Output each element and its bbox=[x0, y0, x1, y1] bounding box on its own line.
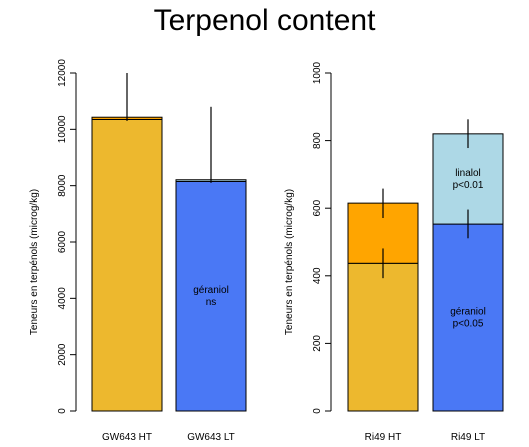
chart-title: Terpenol content bbox=[153, 4, 376, 37]
bar-segment-label: linalol bbox=[455, 168, 481, 179]
y-tick-label: 400 bbox=[312, 267, 323, 284]
y-tick-label: 600 bbox=[312, 199, 323, 216]
category-label: GW643 HT bbox=[102, 432, 152, 443]
category-label: Ri49 HT bbox=[365, 432, 402, 443]
y-tick-label: 2000 bbox=[57, 343, 68, 366]
bar-segment bbox=[91, 118, 163, 412]
bar-segment-label: p<0.01 bbox=[453, 180, 484, 191]
y-axis-label: Teneurs en terpénols (microg/kg) bbox=[29, 189, 40, 335]
y-tick-label: 4000 bbox=[57, 287, 68, 310]
bar-segment-label: géraniol bbox=[193, 285, 229, 296]
y-tick-label: 10000 bbox=[57, 115, 68, 143]
bar-segment bbox=[347, 262, 419, 412]
y-tick-label: 200 bbox=[312, 335, 323, 352]
y-tick-label: 0 bbox=[312, 408, 323, 414]
bar-segment-label: géraniol bbox=[450, 307, 486, 318]
y-tick-label: 800 bbox=[312, 132, 323, 149]
y-tick-label: 8000 bbox=[57, 174, 68, 197]
bar-segment-label: p<0.05 bbox=[453, 319, 484, 330]
y-tick-label: 12000 bbox=[57, 59, 68, 87]
bar-segment-label: ns bbox=[206, 297, 217, 308]
bar-segment bbox=[432, 133, 504, 225]
y-axis-label: Teneurs en terpénols (microg/kg) bbox=[284, 189, 295, 335]
y-tick-label: 6000 bbox=[57, 230, 68, 253]
category-label: Ri49 LT bbox=[451, 432, 485, 443]
y-tick-label: 0 bbox=[57, 408, 68, 414]
y-tick-label: 1000 bbox=[312, 61, 323, 84]
category-label: GW643 LT bbox=[187, 432, 235, 443]
